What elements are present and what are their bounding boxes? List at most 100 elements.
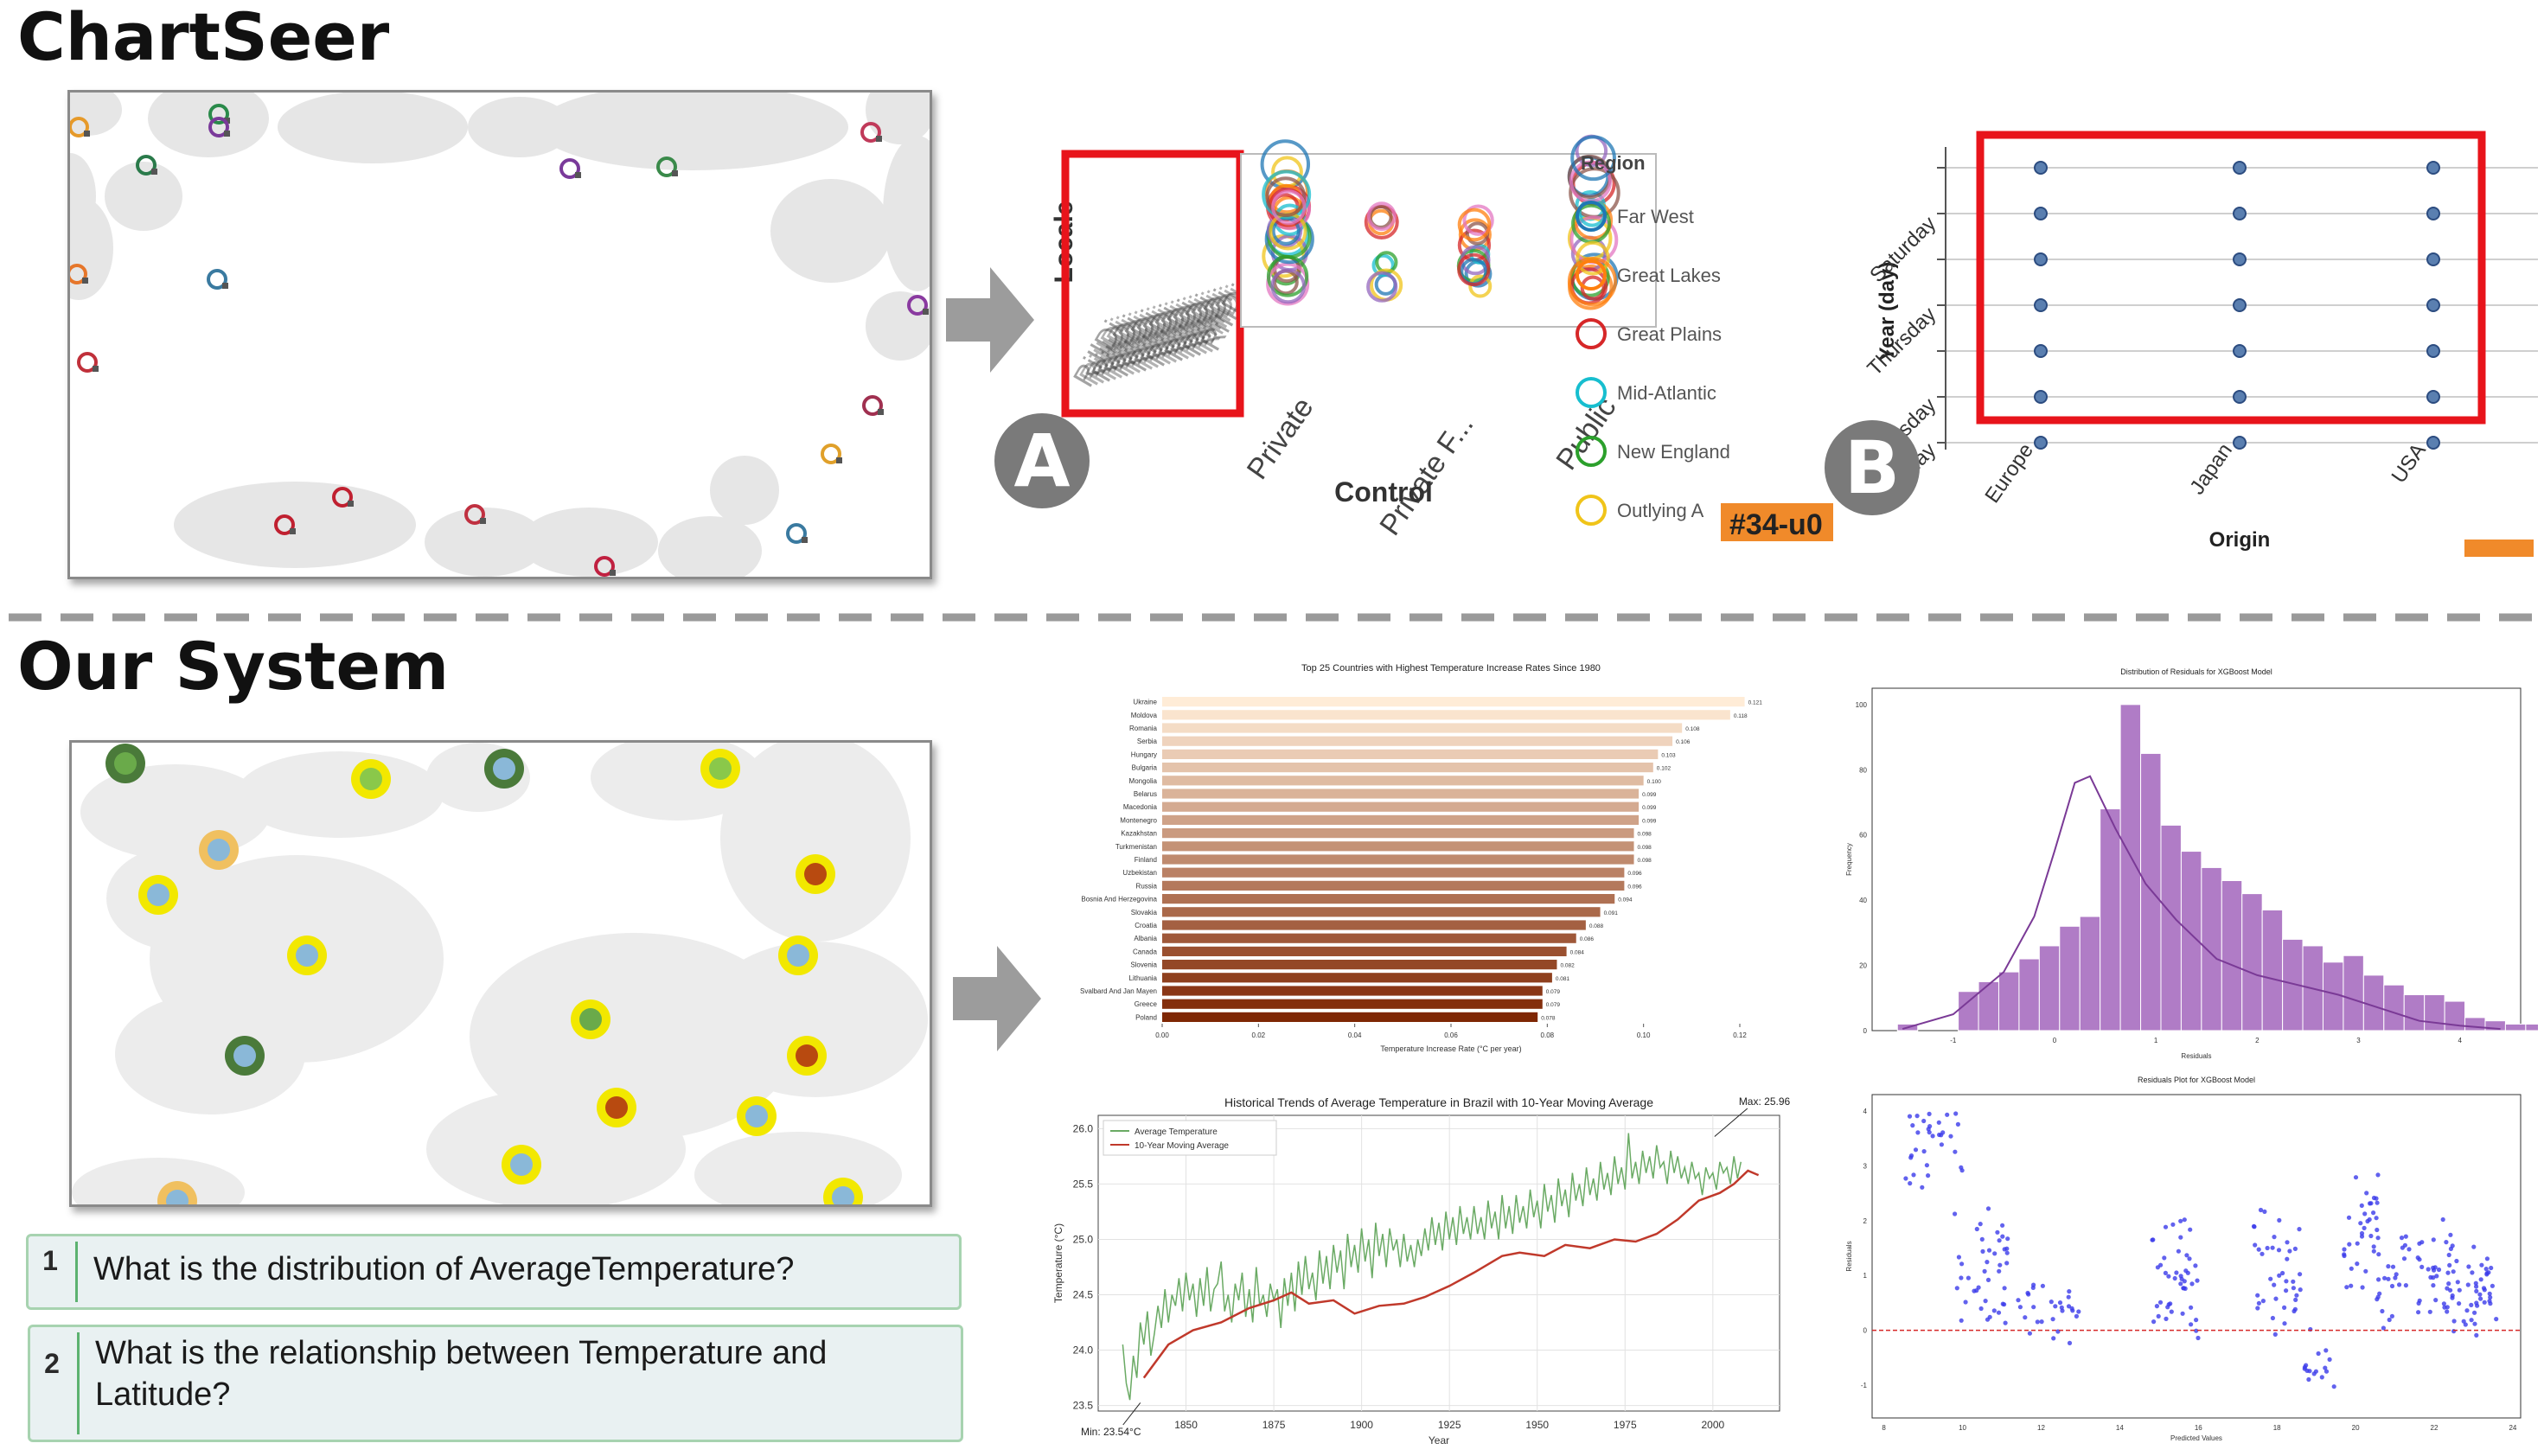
cluster-blob bbox=[720, 743, 911, 942]
map-point bbox=[605, 1096, 628, 1119]
scatter-point bbox=[2375, 1200, 2380, 1205]
scatter-point bbox=[1959, 1261, 1965, 1267]
scatter-point bbox=[2482, 1287, 2487, 1293]
cluster-blob bbox=[72, 1158, 245, 1204]
bar-value-label: 0.084 bbox=[1570, 949, 1585, 955]
scatter-point bbox=[2262, 1209, 2267, 1214]
bar-value-label: 0.082 bbox=[1560, 963, 1575, 969]
dot-mark bbox=[2426, 344, 2440, 358]
scatter-point bbox=[2067, 1340, 2073, 1345]
bar-category-label: Ukraine bbox=[1133, 699, 1157, 706]
chartseer-embedding-map[interactable] bbox=[67, 90, 932, 579]
histogram-bar bbox=[2261, 909, 2284, 1031]
bar-mark bbox=[1162, 841, 1634, 852]
scatter-point bbox=[2471, 1244, 2477, 1249]
bar-mark bbox=[1162, 828, 1634, 839]
question-item[interactable]: 1 What is the distribution of AverageTem… bbox=[26, 1234, 962, 1310]
dot-mark bbox=[2034, 390, 2048, 404]
cluster-blob bbox=[710, 456, 779, 525]
map-point bbox=[70, 117, 89, 137]
scatter-point bbox=[2282, 1305, 2287, 1310]
scatter-point bbox=[2457, 1301, 2462, 1306]
scatter-point bbox=[2031, 1305, 2036, 1310]
scatter-point bbox=[1908, 1181, 1913, 1186]
cluster-blob bbox=[703, 942, 928, 1097]
scatter-point bbox=[2258, 1207, 2264, 1213]
map-point bbox=[579, 1008, 602, 1031]
histogram-bar bbox=[2504, 1023, 2527, 1031]
series-line-average bbox=[1122, 1133, 1742, 1401]
scatter-point bbox=[2483, 1267, 2489, 1272]
scatter-point bbox=[2164, 1316, 2169, 1321]
x-tick-label: 0.06 bbox=[1444, 1031, 1458, 1039]
map-point bbox=[796, 1044, 818, 1067]
cluster-blob bbox=[537, 93, 848, 170]
map-point-marker bbox=[224, 118, 230, 124]
scatter-point bbox=[2382, 1275, 2387, 1280]
scatter-point bbox=[2039, 1319, 2044, 1325]
bar-value-label: 0.081 bbox=[1556, 976, 1570, 982]
scatter-point bbox=[2298, 1272, 2303, 1277]
map-point bbox=[274, 514, 295, 535]
scatter-point bbox=[2255, 1293, 2260, 1298]
map-point-marker bbox=[290, 528, 296, 534]
cluster-blob bbox=[80, 764, 271, 859]
scatter-point bbox=[2194, 1318, 2199, 1323]
histogram-bar bbox=[2362, 974, 2385, 1031]
bar-value-label: 0.091 bbox=[1604, 910, 1619, 916]
scatter-point bbox=[1915, 1130, 1921, 1135]
bar-mark bbox=[1162, 973, 1552, 983]
bar-category-label: Moldova bbox=[1131, 712, 1158, 719]
dot-mark bbox=[2426, 207, 2440, 220]
bar-value-label: 0.098 bbox=[1638, 858, 1652, 864]
scatter-point bbox=[1966, 1275, 1971, 1280]
chart-a-x-label: Control bbox=[1334, 476, 1433, 508]
dot-mark bbox=[2034, 252, 2048, 266]
scatter-point bbox=[2401, 1256, 2407, 1261]
scatter-point bbox=[2176, 1248, 2181, 1254]
cluster-blob bbox=[883, 136, 930, 291]
scatter-point bbox=[2364, 1191, 2369, 1196]
histogram-bar bbox=[1958, 991, 1979, 1031]
scatter-point bbox=[2450, 1295, 2455, 1300]
bar-value-label: 0.079 bbox=[1546, 989, 1561, 995]
y-tick-label: 2 bbox=[1863, 1217, 1868, 1225]
scatter-point bbox=[2344, 1285, 2349, 1290]
map-point-marker bbox=[878, 409, 884, 415]
chartseer-chart-b: Year (day) Saturday Thursday Tuesday day… bbox=[1863, 131, 2538, 557]
scatter-point bbox=[2256, 1247, 2261, 1252]
question-item[interactable]: 2 What is the relationship between Tempe… bbox=[28, 1325, 963, 1442]
bar-value-label: 0.099 bbox=[1642, 792, 1657, 798]
scatter-point bbox=[1948, 1134, 1953, 1139]
cluster-blob bbox=[70, 196, 113, 300]
scatter-point bbox=[2277, 1217, 2282, 1223]
histogram-bar bbox=[2444, 1000, 2466, 1031]
bubble-mark bbox=[1567, 257, 1618, 307]
scatter-point bbox=[2178, 1281, 2183, 1287]
scatter-point bbox=[2162, 1255, 2167, 1261]
chart-title: Residuals Plot for XGBoost Model bbox=[2138, 1076, 2255, 1084]
dot-mark bbox=[2426, 252, 2440, 266]
chartseer-map-canvas bbox=[70, 93, 930, 577]
map-point-marker bbox=[575, 172, 581, 178]
tag-badge bbox=[2464, 540, 2534, 557]
scatter-point bbox=[2431, 1265, 2436, 1270]
scatter-point bbox=[1982, 1268, 1987, 1274]
scatter-point bbox=[2359, 1230, 2365, 1236]
scatter-point bbox=[2284, 1288, 2289, 1293]
scatter-point bbox=[2184, 1253, 2189, 1258]
scatter-point bbox=[2151, 1237, 2156, 1242]
dot-mark bbox=[2233, 298, 2247, 312]
cluster-blob bbox=[236, 751, 444, 838]
bar-value-label: 0.086 bbox=[1580, 936, 1595, 942]
legend-label: Far West bbox=[1617, 206, 1694, 227]
scatter-point bbox=[2287, 1248, 2292, 1254]
scatter-point bbox=[2428, 1274, 2433, 1280]
bar-mark bbox=[1162, 749, 1659, 759]
scatter-point bbox=[2327, 1357, 2332, 1362]
our-system-embedding-map[interactable] bbox=[69, 740, 932, 1207]
chart-title: Distribution of Residuals for XGBoost Mo… bbox=[2120, 667, 2272, 676]
scatter-point bbox=[2074, 1313, 2079, 1319]
scatter-point bbox=[2451, 1329, 2457, 1334]
scatter-point bbox=[1927, 1130, 1932, 1135]
